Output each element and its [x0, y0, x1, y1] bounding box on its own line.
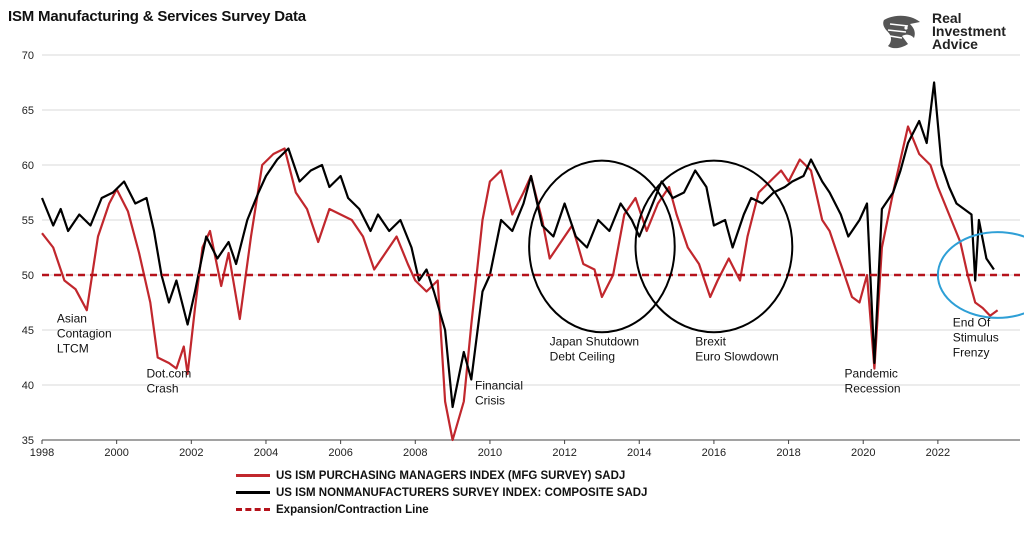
legend-item-mfg: US ISM PURCHASING MANAGERS INDEX (MFG SU… [236, 467, 647, 484]
annotation-2-line-1: Crisis [475, 393, 505, 407]
annotation-3-line-1: Debt Ceiling [550, 349, 615, 363]
y-tick-label-50: 50 [22, 270, 34, 282]
annotation-4-line-1: Euro Slowdown [695, 349, 778, 363]
y-tick-label-35: 35 [22, 435, 34, 447]
annotation-6-line-1: Stimulus [953, 331, 999, 345]
brand-logo: Real Investment Advice [880, 10, 1020, 56]
x-tick-label-2012: 2012 [552, 447, 576, 459]
y-tick-label-70: 70 [22, 50, 34, 62]
y-tick-label-45: 45 [22, 325, 34, 337]
annotation-1-line-1: Crash [147, 381, 179, 395]
x-tick-label-2018: 2018 [776, 447, 800, 459]
legend-swatch-services [236, 491, 270, 494]
x-tick-label-2010: 2010 [478, 447, 502, 459]
y-tick-label-60: 60 [22, 160, 34, 172]
highlight-circle-1 [634, 159, 794, 334]
x-tick-label-2002: 2002 [179, 447, 203, 459]
highlight-circle-2 [936, 231, 1024, 319]
annotation-2-line-0: Financial [475, 378, 523, 392]
annotation-3-line-0: Japan Shutdown [550, 334, 639, 348]
chart-title: ISM Manufacturing & Services Survey Data [8, 8, 306, 25]
annotation-0-line-1: Contagion [57, 326, 112, 340]
annotation-0-line-0: Asian [57, 311, 87, 325]
x-tick-label-2008: 2008 [403, 447, 427, 459]
x-tick-label-2000: 2000 [104, 447, 128, 459]
x-tick-label-2020: 2020 [851, 447, 875, 459]
x-tick-label-2014: 2014 [627, 447, 651, 459]
annotation-0-line-2: LTCM [57, 341, 89, 355]
x-tick-label-2016: 2016 [702, 447, 726, 459]
legend-label-threshold: Expansion/Contraction Line [276, 503, 429, 516]
brand-name: Real Investment Advice [932, 10, 1006, 52]
annotation-4-line-0: Brexit [695, 334, 726, 348]
y-tick-label-65: 65 [22, 105, 34, 117]
x-tick-label-2022: 2022 [926, 447, 950, 459]
annotation-5-line-0: Pandemic [845, 366, 898, 380]
y-tick-label-55: 55 [22, 215, 34, 227]
annotation-1-line-0: Dot.com [147, 366, 192, 380]
legend-label-services: US ISM NONMANUFACTURERS SURVEY INDEX: CO… [276, 486, 648, 499]
brand-line-1: Real [932, 10, 962, 26]
series-line-services [40, 81, 995, 409]
legend-label-mfg: US ISM PURCHASING MANAGERS INDEX (MFG SU… [276, 469, 626, 482]
x-tick-label-2004: 2004 [254, 447, 278, 459]
x-tick-label-2006: 2006 [328, 447, 352, 459]
y-tick-label-40: 40 [22, 380, 34, 392]
annotation-5-line-1: Recession [845, 381, 901, 395]
x-tick-label-1998: 1998 [30, 447, 54, 459]
legend: US ISM PURCHASING MANAGERS INDEX (MFG SU… [236, 467, 647, 518]
legend-swatch-mfg [236, 474, 270, 477]
brand-line-2: Investment [932, 23, 1006, 39]
legend-item-services: US ISM NONMANUFACTURERS SURVEY INDEX: CO… [236, 484, 647, 501]
annotation-6-line-0: End Of [953, 316, 991, 330]
eagle-head-icon [883, 15, 920, 49]
series-line-mfg [41, 125, 999, 442]
highlight-circle-0 [528, 159, 676, 334]
brand-line-3: Advice [932, 36, 978, 52]
annotation-6-line-2: Frenzy [953, 346, 990, 360]
legend-swatch-threshold [236, 508, 270, 511]
legend-item-threshold: Expansion/Contraction Line [236, 501, 647, 518]
